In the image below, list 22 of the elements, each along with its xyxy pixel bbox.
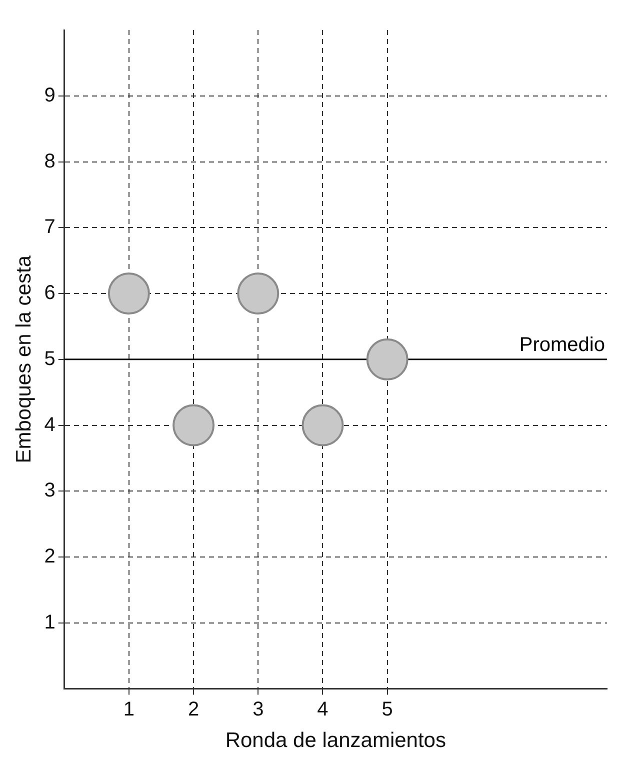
x-tick-label: 3: [252, 698, 264, 720]
point: [366, 338, 408, 380]
x-tick-label: 5: [382, 698, 393, 720]
y-tick-label: 9: [44, 84, 56, 106]
point: [172, 404, 215, 446]
x-tick-label: 2: [188, 698, 200, 720]
y-tick-label: 3: [44, 480, 56, 502]
y-tick-label: 7: [44, 216, 56, 238]
y-tick-label: 4: [44, 414, 56, 436]
point: [108, 272, 150, 315]
y-tick-label: 1: [44, 611, 56, 634]
y-tick-label: 6: [44, 282, 56, 304]
y-tick-label: 8: [44, 150, 56, 172]
x-tick-label: 4: [317, 698, 328, 720]
x-tick-label: 1: [123, 698, 134, 720]
ref-line-label: Promedio: [519, 334, 605, 356]
y-tick-label: 2: [44, 546, 56, 568]
y-axis-title: Emboques en la cesta: [12, 255, 36, 464]
y-tick-label: 5: [44, 348, 56, 370]
x-axis-title: Ronda de lanzamientos: [225, 729, 446, 752]
point: [237, 272, 280, 315]
point: [302, 404, 344, 446]
